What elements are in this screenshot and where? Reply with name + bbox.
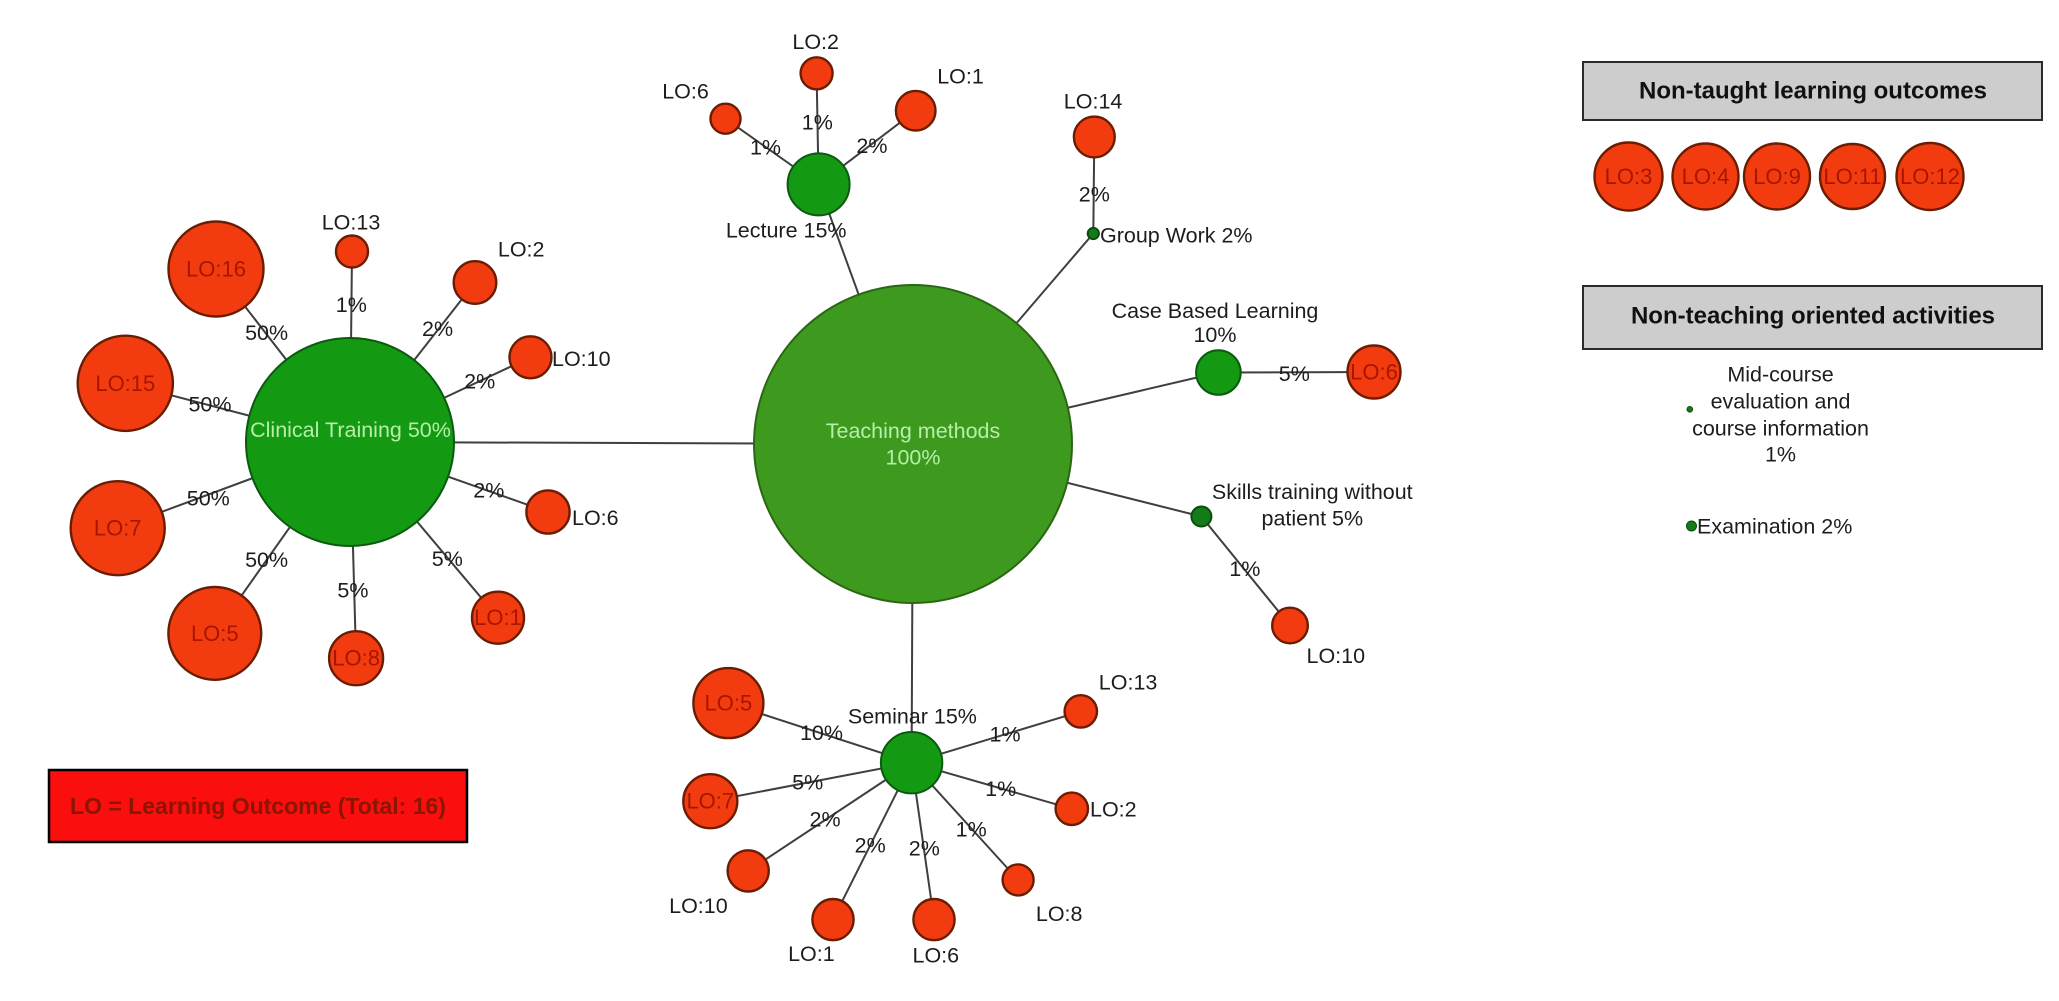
svg-text:LO:8: LO:8	[332, 646, 380, 671]
svg-text:LO:10: LO:10	[552, 347, 611, 371]
svg-text:LO:11: LO:11	[1823, 164, 1881, 189]
svg-text:LO:5: LO:5	[191, 621, 239, 646]
svg-text:evaluation and: evaluation and	[1711, 390, 1851, 414]
svg-text:1%: 1%	[985, 777, 1016, 801]
svg-text:Group Work 2%: Group Work 2%	[1100, 223, 1253, 247]
svg-text:LO:1: LO:1	[937, 65, 984, 89]
svg-text:LO:6: LO:6	[1350, 360, 1398, 385]
svg-text:50%: 50%	[245, 548, 288, 572]
svg-text:LO:10: LO:10	[669, 894, 728, 918]
svg-text:100%: 100%	[886, 446, 941, 470]
svg-text:2%: 2%	[810, 807, 841, 831]
svg-text:LO:13: LO:13	[1099, 671, 1158, 695]
svg-text:2%: 2%	[909, 837, 940, 861]
svg-text:Skills training without: Skills training without	[1212, 480, 1413, 504]
svg-text:1%: 1%	[336, 293, 367, 317]
svg-text:1%: 1%	[1229, 557, 1260, 581]
svg-text:50%: 50%	[188, 393, 231, 417]
svg-text:LO:7: LO:7	[94, 516, 142, 541]
svg-text:LO:6: LO:6	[662, 80, 709, 104]
svg-text:10%: 10%	[800, 721, 843, 745]
svg-text:5%: 5%	[337, 578, 368, 602]
svg-text:1%: 1%	[750, 136, 781, 160]
svg-text:Case Based Learning: Case Based Learning	[1112, 299, 1319, 323]
svg-text:LO:2: LO:2	[792, 30, 839, 54]
svg-text:LO:9: LO:9	[1753, 164, 1801, 189]
svg-text:Clinical Training 50%: Clinical Training 50%	[250, 418, 451, 442]
svg-text:2%: 2%	[855, 834, 886, 858]
svg-text:LO:16: LO:16	[186, 257, 246, 282]
svg-text:Mid-course: Mid-course	[1727, 363, 1833, 387]
svg-text:50%: 50%	[187, 487, 230, 511]
svg-text:10%: 10%	[1193, 323, 1236, 347]
svg-text:1%: 1%	[990, 723, 1021, 747]
svg-text:1%: 1%	[956, 817, 987, 841]
svg-text:5%: 5%	[1279, 362, 1310, 386]
svg-text:LO = Learning Outcome (Total:: LO = Learning Outcome (Total: 16)	[70, 793, 446, 819]
svg-text:2%: 2%	[1079, 183, 1110, 207]
svg-text:LO:7: LO:7	[686, 789, 734, 814]
svg-text:LO:6: LO:6	[572, 506, 619, 530]
svg-text:LO:2: LO:2	[1090, 798, 1137, 822]
svg-text:LO:1: LO:1	[788, 942, 835, 966]
svg-text:Seminar 15%: Seminar 15%	[848, 705, 977, 729]
svg-text:2%: 2%	[422, 317, 453, 341]
svg-text:Non-taught learning outcomes: Non-taught learning outcomes	[1639, 78, 1987, 105]
svg-text:2%: 2%	[464, 370, 495, 394]
svg-text:LO:5: LO:5	[705, 691, 753, 716]
svg-text:5%: 5%	[432, 547, 463, 571]
svg-text:course information: course information	[1692, 416, 1869, 440]
svg-text:LO:3: LO:3	[1605, 164, 1653, 189]
svg-text:LO:4: LO:4	[1682, 164, 1730, 189]
svg-text:Examination 2%: Examination 2%	[1697, 514, 1852, 538]
svg-text:LO:15: LO:15	[95, 371, 155, 396]
svg-text:LO:13: LO:13	[322, 210, 381, 234]
svg-text:Non-teaching oriented activiti: Non-teaching oriented activities	[1631, 303, 1995, 330]
svg-text:1%: 1%	[1765, 442, 1796, 466]
svg-text:patient 5%: patient 5%	[1261, 506, 1363, 530]
svg-text:Lecture 15%: Lecture 15%	[726, 219, 847, 243]
svg-text:LO:1: LO:1	[474, 605, 522, 630]
svg-text:1%: 1%	[802, 111, 833, 135]
svg-text:LO:12: LO:12	[1900, 164, 1960, 189]
svg-text:5%: 5%	[792, 771, 823, 795]
svg-text:50%: 50%	[245, 321, 288, 345]
svg-text:2%: 2%	[856, 134, 887, 158]
svg-text:LO:8: LO:8	[1036, 902, 1083, 926]
svg-text:LO:10: LO:10	[1307, 644, 1366, 668]
svg-text:LO:2: LO:2	[498, 237, 545, 261]
svg-text:Teaching methods: Teaching methods	[826, 419, 1001, 443]
svg-text:LO:6: LO:6	[912, 944, 959, 968]
svg-text:2%: 2%	[473, 479, 504, 503]
svg-text:LO:14: LO:14	[1064, 90, 1123, 114]
